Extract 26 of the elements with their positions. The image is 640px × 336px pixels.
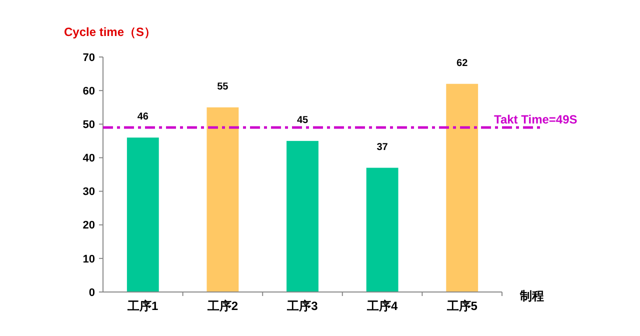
x-tick-label: 工序5 xyxy=(446,299,478,313)
data-label: 46 xyxy=(137,112,149,123)
y-tick-label: 0 xyxy=(88,286,95,299)
x-tick-label: 工序2 xyxy=(206,299,238,313)
y-tick-label: 20 xyxy=(82,220,95,232)
ref-line-label: Takt Time=49S xyxy=(494,112,578,126)
y-tick-label: 60 xyxy=(82,85,95,98)
bar xyxy=(206,107,239,292)
bar xyxy=(446,84,478,292)
y-axis-title: Cycle time（S） xyxy=(64,25,156,39)
bar xyxy=(286,140,318,292)
y-tick-label: 70 xyxy=(82,52,95,64)
x-tick-label: 工序4 xyxy=(366,299,398,313)
y-tick-label: 30 xyxy=(82,186,95,198)
y-tick-label: 10 xyxy=(82,253,95,266)
y-tick-label: 40 xyxy=(82,152,95,165)
data-label: 45 xyxy=(296,114,308,126)
y-tick-label: 50 xyxy=(82,118,95,131)
x-tick-label: 工序3 xyxy=(286,299,318,313)
data-label: 37 xyxy=(376,142,388,153)
data-label: 55 xyxy=(217,81,229,92)
bar xyxy=(126,138,159,292)
x-tick-label: 工序1 xyxy=(126,299,159,313)
data-label: 62 xyxy=(456,58,468,69)
x-axis-title: 制程 xyxy=(519,289,544,303)
bar xyxy=(366,168,398,292)
